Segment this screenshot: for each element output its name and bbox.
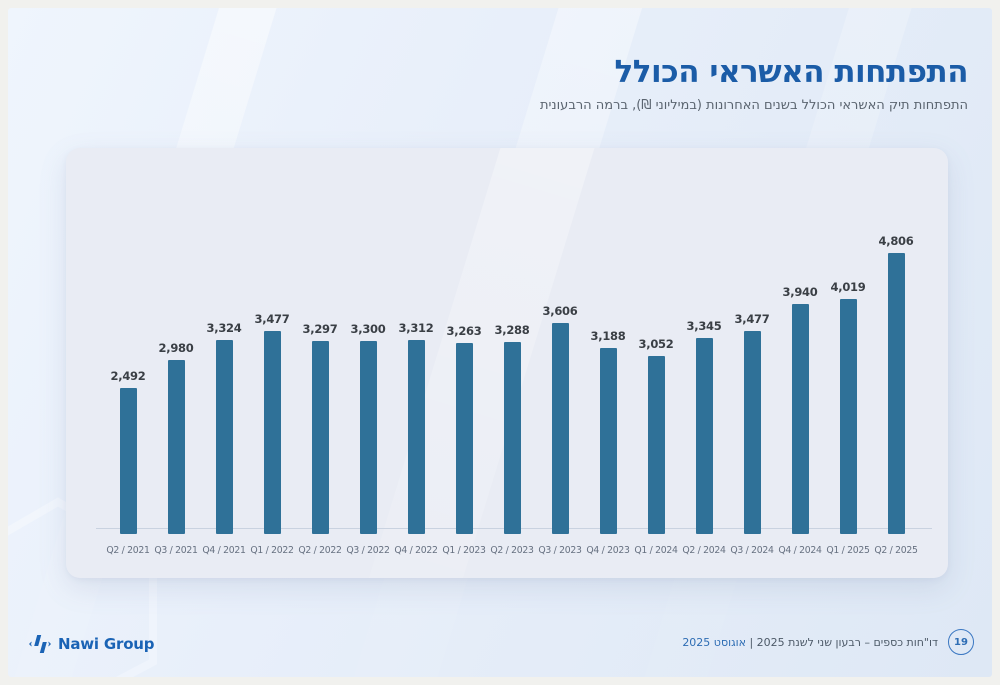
bar-value-label: 3,477: [254, 312, 290, 326]
bar-value-label: 3,188: [590, 329, 626, 343]
bar-value-label: 3,477: [734, 312, 770, 326]
bar-value-label: 4,806: [878, 234, 914, 248]
nawi-group-logo-icon: [29, 635, 51, 653]
bar-group: 3,188: [584, 329, 632, 534]
x-axis-label: Q2 / 2023: [490, 545, 534, 556]
x-axis-label: Q1 / 2023: [442, 545, 486, 556]
bar-value-label: 3,052: [638, 337, 674, 351]
x-axis-label: Q4 / 2023: [586, 545, 630, 556]
bar-group: 2,980: [152, 341, 200, 534]
report-label: דו"חות כספים – רבעון שני לשנת 2025 |: [745, 635, 938, 649]
bar-value-label: 4,019: [830, 280, 866, 294]
bar-group: 3,345: [680, 319, 728, 534]
bar-value-label: 3,324: [206, 321, 242, 335]
bar: [167, 360, 185, 534]
bar-value-label: 3,312: [398, 321, 434, 335]
chart-card: 2,492 2,980 3,324 3,477 3,297 3,300 3,312 3,263…: [66, 148, 948, 578]
bar: [359, 341, 377, 534]
bar: [647, 356, 665, 534]
bar-group: 3,297: [296, 322, 344, 534]
logo-text: Nawi Group: [58, 635, 155, 653]
bar: [311, 341, 329, 534]
bar-group: 3,940: [776, 285, 824, 534]
x-axis-label: Q3 / 2024: [730, 545, 774, 556]
bar-group: 4,019: [824, 280, 872, 534]
bar-group: 2,492: [104, 369, 152, 534]
x-axis-labels: Q2 / 2021 Q3 / 2021 Q4 / 2021 Q1 / 2022 Q2 /…: [104, 545, 920, 556]
page-subtitle: התפתחות תיק האשראי הכולל בשנים האחרונות …: [539, 98, 968, 113]
x-axis-label: Q4 / 2021: [202, 545, 246, 556]
footer-report-text: דו"חות כספים – רבעון שני לשנת 2025 | אוג…: [682, 636, 938, 649]
bar-group: 3,312: [392, 321, 440, 534]
x-axis-label: Q1 / 2025: [826, 545, 870, 556]
bar-group: 3,288: [488, 323, 536, 534]
x-axis-label: Q2 / 2025: [874, 545, 918, 556]
bar-group: 3,477: [728, 312, 776, 534]
x-axis-label: Q4 / 2022: [394, 545, 438, 556]
bar: [551, 323, 569, 534]
bar-value-label: 3,288: [494, 323, 530, 337]
bar-group: 3,300: [344, 322, 392, 534]
bar-value-label: 2,492: [110, 369, 146, 383]
bar: [887, 253, 905, 534]
page-number-badge: 19: [948, 629, 974, 655]
x-axis-label: Q2 / 2021: [106, 545, 150, 556]
page-title: התפתחות האשראי הכולל: [614, 54, 969, 90]
bar-value-label: 3,606: [542, 304, 578, 318]
bar: [455, 343, 473, 534]
x-axis-label: Q3 / 2022: [346, 545, 390, 556]
x-axis-label: Q2 / 2022: [298, 545, 342, 556]
bar: [743, 331, 761, 534]
x-axis-label: Q1 / 2022: [250, 545, 294, 556]
bar: [839, 299, 857, 534]
header: התפתחות האשראי הכולל התפתחות תיק האשראי …: [539, 54, 969, 113]
bar: [599, 348, 617, 534]
footer-right: דו"חות כספים – רבעון שני לשנת 2025 | אוג…: [682, 629, 974, 655]
bar: [503, 342, 521, 534]
bar-value-label: 3,940: [782, 285, 818, 299]
bar-group: 3,052: [632, 337, 680, 534]
bar: [263, 331, 281, 534]
x-axis-label: Q1 / 2024: [634, 545, 678, 556]
bar-value-label: 3,263: [446, 324, 482, 338]
bar: [695, 338, 713, 534]
bar-group: 3,606: [536, 304, 584, 534]
bar-group: 3,477: [248, 312, 296, 534]
bar-group: 3,263: [440, 324, 488, 534]
bar: [407, 340, 425, 534]
bar-value-label: 3,345: [686, 319, 722, 333]
bar-group: 3,324: [200, 321, 248, 534]
bar-value-label: 2,980: [158, 341, 194, 355]
bar-value-label: 3,297: [302, 322, 338, 336]
report-date: אוגוסט 2025: [682, 635, 746, 649]
page-number: 19: [954, 636, 968, 648]
bar-chart: 2,492 2,980 3,324 3,477 3,297 3,300 3,312 3,263…: [104, 148, 920, 534]
bar-value-label: 3,300: [350, 322, 386, 336]
bar-group: 4,806: [872, 234, 920, 534]
x-axis-label: Q3 / 2021: [154, 545, 198, 556]
bar: [215, 340, 233, 534]
x-axis-label: Q4 / 2024: [778, 545, 822, 556]
slide: התפתחות האשראי הכולל התפתחות תיק האשראי …: [8, 8, 992, 677]
bar: [791, 304, 809, 534]
x-axis-label: Q2 / 2024: [682, 545, 726, 556]
footer-logo: Nawi Group: [28, 633, 155, 655]
x-axis-label: Q3 / 2023: [538, 545, 582, 556]
bar: [119, 388, 137, 534]
